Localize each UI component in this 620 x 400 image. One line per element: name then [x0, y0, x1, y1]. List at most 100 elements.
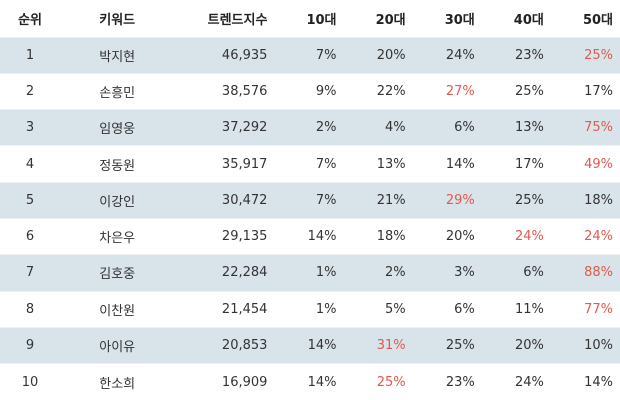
header-rank: 순위 — [18, 12, 42, 28]
rank-cell: 5 — [25, 192, 35, 208]
keyword-cell: 박지현 — [99, 49, 136, 65]
age-10s-cell: 7% — [315, 47, 337, 63]
age-50s-cell: 10% — [584, 338, 613, 354]
age-20s-cell: 18% — [376, 229, 406, 245]
rank-cell: 2 — [25, 83, 35, 99]
keyword-cell: 이찬원 — [99, 303, 136, 319]
trend-index-cell: 21,454 — [221, 301, 268, 317]
age-50s-cell: 88% — [584, 265, 613, 281]
age-10s-cell: 14% — [307, 374, 337, 390]
rank-cell: 7 — [25, 265, 35, 281]
age-20s-cell: 13% — [376, 156, 406, 172]
age-50s-cell: 75% — [584, 120, 613, 136]
age-30s-cell: 24% — [445, 47, 475, 63]
table-row: 5 이강인 30,472 7% 21% 29% 25% 18% — [0, 182, 620, 219]
trend-index-cell: 46,935 — [221, 47, 268, 63]
table-row: 1 박지현 46,935 7% 20% 24% 23% 25% — [0, 37, 620, 74]
keyword-cell: 아이유 — [99, 340, 136, 356]
age-10s-cell: 1% — [315, 265, 337, 281]
table-header-row: 순위 키워드 트렌드지수 10대 20대 30대 40대 50대 — [0, 0, 620, 37]
age-10s-cell: 9% — [315, 83, 337, 99]
keyword-cell: 김호중 — [99, 267, 136, 283]
age-30s-cell: 14% — [445, 156, 475, 172]
keyword-cell: 차은우 — [99, 231, 136, 247]
age-10s-cell: 1% — [315, 301, 337, 317]
keyword-cell: 손흥민 — [99, 85, 136, 101]
age-20s-cell: 25% — [376, 374, 406, 390]
age-20s-cell: 20% — [376, 47, 406, 63]
header-trend-index: 트렌드지수 — [207, 12, 268, 28]
table-row: 8 이찬원 21,454 1% 5% 6% 11% 77% — [0, 291, 620, 327]
keyword-cell: 이강인 — [99, 194, 136, 210]
trend-index-cell: 35,917 — [221, 156, 268, 172]
trend-index-cell: 22,284 — [221, 265, 268, 281]
header-age-50s: 50대 — [582, 12, 613, 28]
age-10s-cell: 7% — [315, 192, 337, 208]
table-row: 4 정동원 35,917 7% 13% 14% 17% 49% — [0, 145, 620, 182]
age-40s-cell: 17% — [514, 156, 544, 172]
rank-cell: 3 — [25, 120, 35, 136]
age-50s-cell: 18% — [584, 192, 613, 208]
trend-index-cell: 20,853 — [221, 338, 268, 354]
age-20s-cell: 21% — [376, 192, 406, 208]
trend-index-cell: 37,292 — [221, 120, 268, 136]
header-age-40s: 40대 — [513, 12, 544, 28]
age-30s-cell: 20% — [445, 229, 475, 245]
rank-cell: 4 — [25, 156, 35, 172]
table-body: 1 박지현 46,935 7% 20% 24% 23% 25% 2 손흥민 38,576 9% 22% 2… — [0, 37, 620, 400]
age-20s-cell: 31% — [376, 338, 406, 354]
age-30s-cell: 3% — [454, 265, 475, 281]
header-age-10s: 10대 — [306, 12, 337, 28]
table-row: 10 한소희 16,909 14% 25% 23% 24% 14% — [0, 363, 620, 400]
table-row: 3 임영웅 37,292 2% 4% 6% 13% 75% — [0, 109, 620, 146]
keyword-cell: 임영웅 — [99, 122, 136, 138]
header-keyword: 키워드 — [99, 12, 136, 28]
trend-index-cell: 38,576 — [221, 83, 268, 99]
header-age-30s: 30대 — [444, 12, 475, 28]
age-20s-cell: 22% — [376, 83, 406, 99]
rank-cell: 6 — [25, 229, 35, 245]
age-20s-cell: 2% — [385, 265, 406, 281]
table-row: 7 김호중 22,284 1% 2% 3% 6% 88% — [0, 254, 620, 292]
age-50s-cell: 14% — [584, 374, 613, 390]
age-20s-cell: 4% — [385, 120, 406, 136]
table-row: 9 아이유 20,853 14% 31% 25% 20% 10% — [0, 327, 620, 364]
age-30s-cell: 25% — [445, 338, 475, 354]
table-row: 2 손흥민 38,576 9% 22% 27% 25% 17% — [0, 73, 620, 109]
table-row: 6 차은우 29,135 14% 18% 20% 24% 24% — [0, 218, 620, 254]
trend-index-cell: 30,472 — [221, 192, 268, 208]
age-10s-cell: 7% — [315, 156, 337, 172]
age-10s-cell: 14% — [307, 229, 337, 245]
rank-cell: 1 — [25, 47, 35, 63]
age-10s-cell: 2% — [315, 120, 337, 136]
trend-index-cell: 16,909 — [221, 374, 268, 390]
age-30s-cell: 23% — [445, 374, 475, 390]
keyword-cell: 한소희 — [99, 376, 136, 392]
header-age-20s: 20대 — [375, 12, 406, 28]
age-40s-cell: 24% — [514, 374, 544, 390]
age-30s-cell: 29% — [445, 192, 475, 208]
age-10s-cell: 14% — [307, 338, 337, 354]
age-30s-cell: 6% — [454, 120, 475, 136]
trend-index-cell: 29,135 — [221, 229, 268, 245]
age-40s-cell: 25% — [514, 192, 544, 208]
age-40s-cell: 25% — [514, 83, 544, 99]
age-40s-cell: 13% — [514, 120, 544, 136]
rank-cell: 10 — [21, 374, 39, 390]
age-50s-cell: 24% — [584, 229, 613, 245]
age-50s-cell: 49% — [584, 156, 613, 172]
age-40s-cell: 11% — [514, 301, 544, 317]
age-30s-cell: 6% — [454, 301, 475, 317]
age-30s-cell: 27% — [445, 83, 475, 99]
age-50s-cell: 25% — [584, 47, 613, 63]
keyword-cell: 정동원 — [99, 158, 136, 174]
rank-cell: 8 — [25, 301, 35, 317]
age-20s-cell: 5% — [385, 301, 406, 317]
rank-cell: 9 — [25, 338, 35, 354]
age-50s-cell: 17% — [584, 83, 613, 99]
age-40s-cell: 23% — [514, 47, 544, 63]
age-40s-cell: 6% — [523, 265, 544, 281]
age-50s-cell: 77% — [584, 301, 613, 317]
age-40s-cell: 20% — [514, 338, 544, 354]
